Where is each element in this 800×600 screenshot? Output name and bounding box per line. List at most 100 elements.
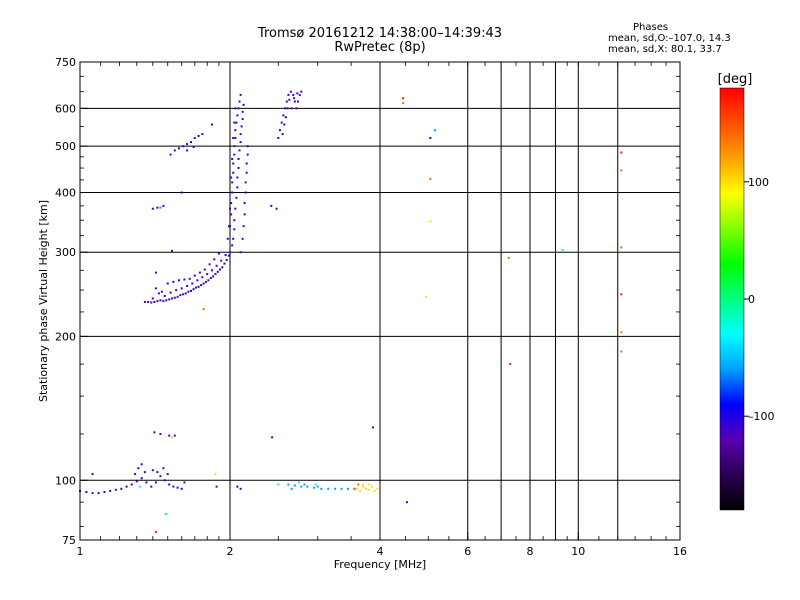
data-point [91,492,94,495]
data-point [193,137,196,139]
data-point [153,301,156,303]
data-point [234,107,237,110]
x-tick-label: 6 [464,545,471,558]
data-point [151,207,154,210]
data-point [284,116,287,119]
data-point [159,475,162,478]
data-point [295,107,298,110]
data-point [191,282,194,285]
data-point [139,485,142,488]
data-point [229,251,231,254]
data-point [171,249,173,252]
data-point [233,219,236,222]
data-point [425,295,428,298]
data-point [287,93,290,96]
data-point [429,177,432,180]
x-tick-label: 8 [527,545,534,558]
data-point [203,268,206,271]
data-point [297,100,300,103]
data-point [150,485,153,488]
data-point [620,331,623,334]
data-point [134,473,137,476]
x-tick-label: 4 [377,545,384,558]
data-point [143,471,146,474]
data-point [246,153,249,156]
data-point [186,149,189,152]
data-point [215,264,218,267]
chart-subtitle: RwPretec (8p) [334,40,426,55]
data-point [173,149,176,152]
data-point [246,145,249,148]
data-point [373,489,376,492]
data-point [85,491,88,493]
data-point [178,279,180,282]
data-point [243,202,246,205]
data-point [147,301,150,303]
data-point [207,279,210,282]
data-points [79,90,623,533]
data-point [154,287,157,290]
data-point [270,204,273,207]
data-point [297,481,300,484]
data-point [209,277,212,279]
data-point [227,254,230,257]
data-point [168,483,171,486]
data-point [201,133,204,136]
data-point [197,285,200,288]
phases-o-mode: mean, sd,O:–107.0, 14.3 [608,33,731,44]
data-point [239,93,242,96]
data-point [225,259,228,261]
data-point [357,483,360,486]
data-point [293,484,296,487]
data-point [173,296,176,299]
data-point [376,487,379,490]
data-point [296,92,299,95]
data-point [180,191,183,194]
data-point [214,473,217,476]
data-point [202,308,205,311]
data-point [135,480,138,483]
data-point [620,169,623,172]
data-point [154,481,157,484]
grid-lines [80,62,680,540]
colorbar-label: [deg] [718,72,753,87]
data-point [290,107,293,110]
x-axis: 1 2 4 6 8 10 16 [77,62,687,558]
data-point [271,436,274,439]
data-point [162,300,165,303]
data-point [176,295,179,298]
data-point [159,299,162,302]
data-point [184,292,187,295]
data-point [195,286,198,289]
data-point [163,479,166,482]
colorbar-gradient [719,87,745,511]
data-point [160,290,163,293]
data-point [171,436,173,439]
data-point [172,485,175,488]
data-point [223,262,226,265]
data-point [236,114,239,117]
data-point [561,249,564,252]
data-point [293,97,296,100]
colorbar-tick-label: 0 [748,293,755,306]
data-point [156,471,159,474]
data-point [280,121,283,124]
data-point [151,469,154,472]
data-point [231,244,234,247]
data-point [367,488,370,491]
y-tick-label: 75 [62,534,76,547]
data-point [277,137,280,139]
data-point [162,204,165,207]
data-point [186,285,189,287]
phases-x-mode: mean, sd,X: 80.1, 33.7 [608,44,722,55]
data-point [238,149,241,152]
x-tick-label: 10 [571,545,585,558]
data-point [224,254,227,256]
data-point [231,181,234,184]
data-point [159,206,162,209]
y-axis: 75 100 200 300 400 500 600 750 [55,56,680,547]
data-point [283,123,286,126]
data-point [159,433,162,435]
data-point [242,103,245,106]
x-tick-label: 16 [673,545,687,558]
